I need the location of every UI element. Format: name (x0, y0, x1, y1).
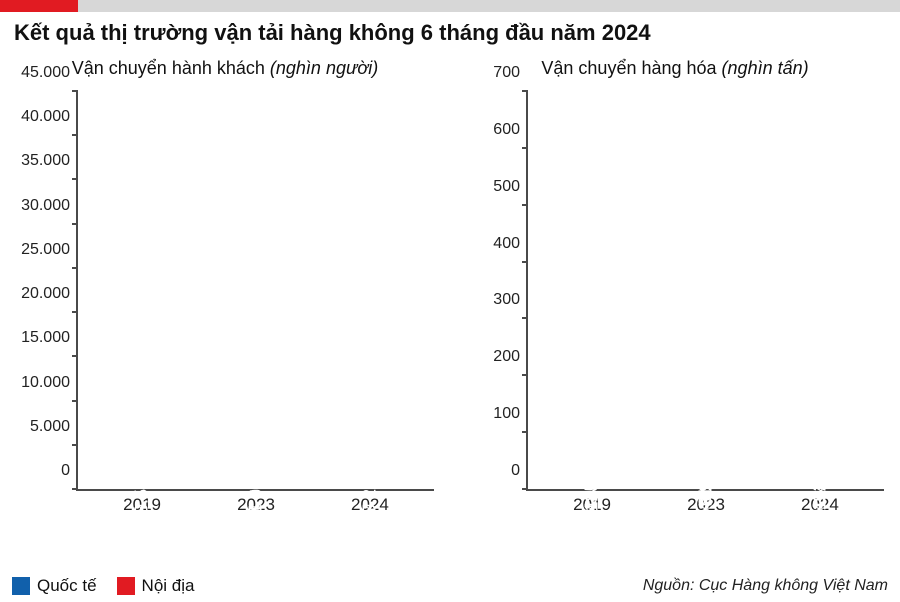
y-tick-label: 15.000 (21, 329, 78, 347)
y-tick-mark (522, 488, 528, 490)
y-tick-label: 25.000 (21, 241, 78, 259)
swatch-dom (117, 577, 135, 595)
panels-row: Vận chuyển hành khách (nghìn người) 0 5.0… (0, 50, 900, 602)
y-tick-mark (72, 488, 78, 490)
bar-value-dom: 17.208,4 (359, 454, 380, 524)
bar-value-dom: 81,9 (695, 471, 716, 506)
bar-value-dom: 124,3 (582, 466, 603, 511)
y-tick-mark (72, 90, 78, 92)
right-plot-area: 01002003004005006007002019485,4124,32023… (526, 91, 884, 491)
y-tick-mark (72, 134, 78, 136)
y-tick-mark (72, 267, 78, 269)
legend-intl: Quốc tế (12, 576, 97, 596)
y-tick-mark (72, 444, 78, 446)
left-plot-area: 05.00010.00015.00020.00025.00030.00035.0… (76, 91, 434, 491)
y-tick-label: 40.000 (21, 108, 78, 126)
source-label: Nguồn: Cục Hàng không Việt Nam (643, 577, 888, 595)
left-plot: 0 5.000 10.000 15.000 20.000 25.000 30.000 35.0… (8, 85, 442, 525)
y-tick-mark (522, 431, 528, 433)
right-subtitle-plain: Vận chuyển hàng hóa (541, 58, 721, 78)
y-tick-label: 200 (493, 348, 528, 366)
bar-value-dom: 21.092,5 (245, 454, 266, 524)
y-tick-label: 500 (493, 178, 528, 196)
y-tick-mark (522, 204, 528, 206)
y-tick-mark (522, 90, 528, 92)
legend-row: Quốc tế Nội địa Nguồn: Cục Hàng không Vi… (12, 576, 888, 596)
y-tick-mark (522, 261, 528, 263)
y-tick-mark (72, 355, 78, 357)
y-tick-label: 35.000 (21, 152, 78, 170)
y-tick-label: 700 (493, 64, 528, 82)
y-tick-label: 0 (61, 462, 78, 480)
y-tick-label: 5.000 (30, 418, 78, 436)
y-tick-mark (72, 400, 78, 402)
legend-dom-label: Nội địa (142, 576, 195, 596)
bar-value-dom: 18.548,8 (132, 454, 153, 524)
y-tick-label: 10.000 (21, 374, 78, 392)
left-subtitle-plain: Vận chuyển hành khách (72, 58, 270, 78)
left-panel: Vận chuyển hành khách (nghìn người) 0 5.0… (0, 50, 450, 602)
y-tick-label: 30.000 (21, 197, 78, 215)
legend-dom: Nội địa (117, 576, 195, 596)
legend-intl-label: Quốc tế (37, 576, 97, 596)
y-tick-mark (522, 147, 528, 149)
y-tick-label: 600 (493, 121, 528, 139)
y-tick-label: 20.000 (21, 285, 78, 303)
right-panel: Vận chuyển hàng hóa (nghìn tấn) 01002003… (450, 50, 900, 602)
right-plot: 01002003004005006007002019485,4124,32023… (458, 85, 892, 525)
y-tick-mark (72, 311, 78, 313)
y-tick-mark (522, 374, 528, 376)
y-tick-label: 100 (493, 405, 528, 423)
y-tick-mark (72, 223, 78, 225)
swatch-intl (12, 577, 30, 595)
header-accent (0, 0, 78, 12)
y-tick-label: 45.000 (21, 64, 78, 82)
main-title: Kết quả thị trường vận tải hàng không 6 … (14, 20, 651, 46)
y-tick-mark (522, 317, 528, 319)
bar-value-dom: 114,2 (809, 467, 830, 511)
header-strip (0, 0, 900, 12)
y-tick-label: 0 (511, 462, 528, 480)
y-tick-label: 300 (493, 291, 528, 309)
left-subtitle-italic: (nghìn người) (270, 58, 378, 78)
y-tick-label: 400 (493, 235, 528, 253)
figure-root: Kết quả thị trường vận tải hàng không 6 … (0, 0, 900, 602)
y-tick-mark (72, 178, 78, 180)
right-subtitle-italic: (nghìn tấn) (722, 58, 809, 78)
